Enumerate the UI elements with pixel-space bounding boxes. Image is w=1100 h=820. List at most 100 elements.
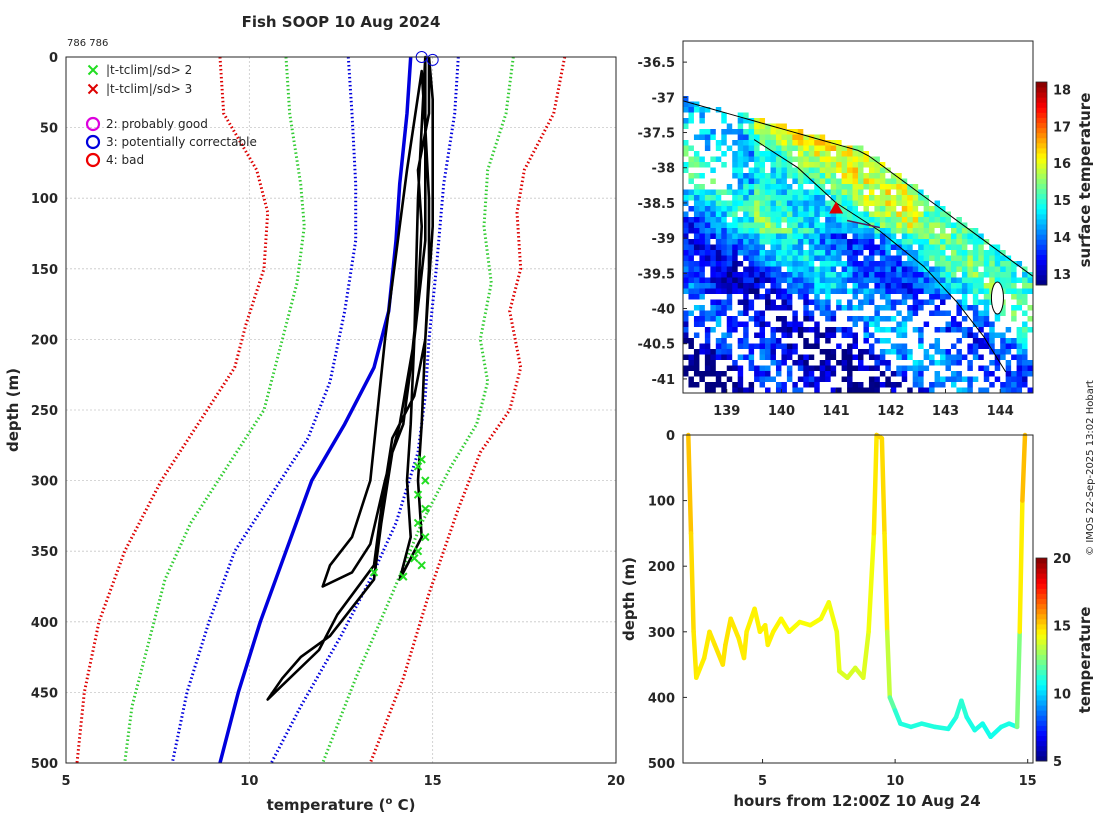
sst-cell [896, 156, 903, 163]
sst-cell [923, 310, 930, 317]
sst-cell [737, 349, 744, 355]
sst-cell [781, 129, 788, 135]
sst-cell [874, 74, 881, 80]
sst-cell [994, 195, 1001, 201]
map-overlay [682, 100, 1034, 373]
sst-cell [967, 387, 974, 394]
sst-cell [792, 327, 799, 333]
sst-cell [726, 283, 733, 289]
sst-cell [890, 277, 897, 284]
sst-cell [803, 74, 810, 80]
sst-cell [765, 272, 771, 278]
sst-cell [950, 107, 957, 113]
sst-cell [770, 261, 777, 267]
sst-cell [901, 68, 908, 75]
sst-cell [1000, 349, 1007, 355]
sst-cell [950, 305, 957, 311]
sst-cell [770, 178, 777, 185]
sst-cell [972, 68, 979, 75]
sst-cell [989, 79, 996, 86]
sst-cell [765, 178, 771, 185]
colorbar-swatch [1036, 613, 1047, 620]
sst-cell [775, 145, 782, 152]
sst-cell [868, 206, 875, 212]
sst-cell [945, 63, 952, 69]
sst-cell [721, 338, 728, 344]
sst-cell [825, 151, 832, 157]
sst-cell [1011, 217, 1017, 223]
sst-cell [699, 250, 706, 256]
sst-cell [781, 200, 788, 207]
sst-cell [967, 52, 974, 58]
sst-cell [956, 387, 963, 394]
sst-cell [874, 233, 881, 240]
sst-cell [945, 200, 952, 207]
sst-cell [847, 195, 853, 201]
sst-cell [792, 79, 799, 86]
sst-cell [743, 85, 750, 91]
sst-cell [743, 222, 750, 229]
sst-cell [983, 156, 990, 163]
sst-cell [863, 310, 870, 317]
sst-cell [890, 244, 897, 251]
sst-cell [918, 376, 925, 383]
sst-cell [693, 112, 700, 119]
depth-track-segment [720, 642, 728, 667]
sst-cell [885, 239, 892, 245]
sst-cell [929, 96, 935, 102]
sst-cell [721, 371, 728, 377]
sst-cell [929, 162, 935, 168]
sst-cell [874, 52, 881, 58]
sst-cell [836, 134, 842, 141]
sst-cell [765, 299, 771, 306]
sst-cell [715, 376, 722, 383]
sst-cell [754, 217, 760, 223]
sst-cell [945, 321, 952, 328]
sst-cell [775, 371, 782, 377]
sst-cell [683, 250, 689, 256]
sst-cell [830, 79, 837, 86]
sst-cell [759, 68, 766, 75]
sst-cell [748, 305, 755, 311]
sst-cell [978, 228, 985, 234]
sst-cell [907, 272, 914, 278]
sst-cell [814, 244, 821, 251]
sst-cell [918, 167, 925, 174]
sst-cell [704, 387, 711, 394]
sst-cell [726, 310, 733, 317]
sst-cell [721, 299, 728, 306]
sst-cell [759, 151, 766, 157]
colorbar-swatch [1036, 249, 1047, 255]
sst-cell [929, 255, 935, 262]
sst-cell [803, 217, 810, 223]
sst-cell [754, 382, 760, 388]
sst-cell [759, 338, 766, 344]
depth-track-segment [959, 698, 969, 720]
sst-cell [858, 349, 864, 355]
sst-cell [781, 195, 788, 201]
sst-cell [704, 101, 711, 108]
sst-cell [961, 140, 968, 146]
sst-cell [715, 134, 722, 141]
sst-cell [699, 354, 706, 361]
sst-cell [972, 299, 979, 306]
sst-cell [797, 178, 804, 185]
sst-cell [841, 371, 848, 377]
sst-cell [863, 140, 870, 146]
sst-cell [765, 277, 771, 284]
sst-cell [1022, 365, 1028, 372]
sst-cell [743, 288, 750, 295]
sst-cell [852, 123, 859, 130]
y-tick-label: 350 [31, 545, 58, 560]
sst-cell [1027, 112, 1034, 119]
sst-cell [775, 178, 782, 185]
sst-cell [929, 233, 935, 240]
sst-cell [797, 206, 804, 212]
sst-cell [688, 266, 695, 273]
sst-cell [825, 74, 832, 80]
sst-cell [699, 233, 706, 240]
sst-cell [710, 288, 717, 295]
sst-cell [1005, 173, 1012, 179]
sst-cell [863, 211, 870, 218]
